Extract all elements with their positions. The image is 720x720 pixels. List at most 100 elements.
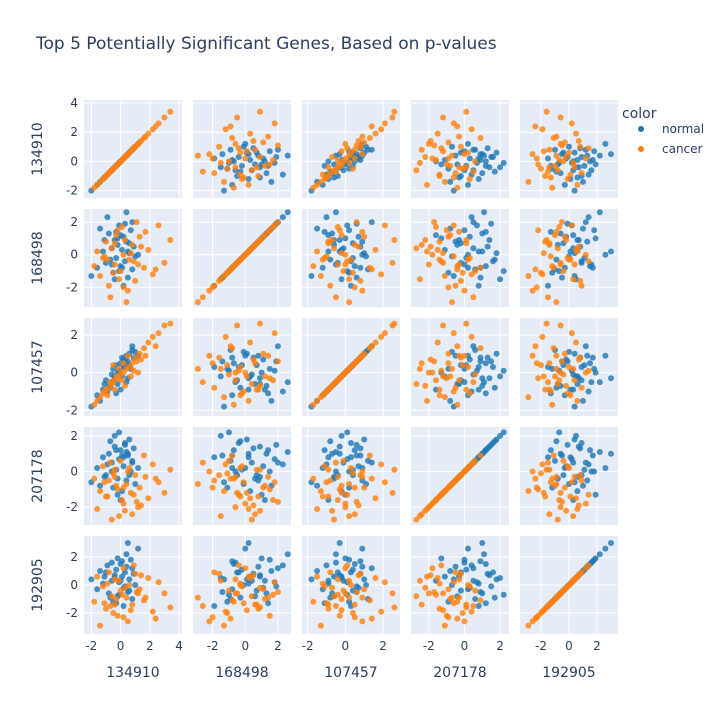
point-normal xyxy=(470,219,477,226)
point-normal xyxy=(129,219,136,226)
point-cancer xyxy=(381,120,388,127)
point-normal xyxy=(127,227,134,234)
point-normal xyxy=(479,151,486,158)
point-normal xyxy=(482,600,489,607)
point-normal xyxy=(221,479,228,486)
point-cancer xyxy=(270,377,277,384)
point-cancer xyxy=(124,287,131,294)
y-tick-label: 0 xyxy=(70,154,78,168)
y-axis-label: 192905 xyxy=(30,558,46,611)
point-normal xyxy=(588,167,595,174)
point-cancer xyxy=(434,246,441,253)
y-axis-label: 107457 xyxy=(30,340,46,393)
point-normal xyxy=(94,586,101,593)
point-cancer xyxy=(260,139,267,146)
point-cancer xyxy=(127,373,134,380)
point-cancer xyxy=(227,343,234,350)
point-cancer xyxy=(577,143,584,150)
point-cancer xyxy=(425,369,432,376)
point-cancer xyxy=(372,130,379,137)
point-cancer xyxy=(538,269,544,276)
point-cancer xyxy=(477,264,484,271)
point-cancer xyxy=(445,284,452,291)
point-cancer xyxy=(436,238,443,245)
point-cancer xyxy=(100,463,107,470)
point-normal xyxy=(571,187,578,194)
point-normal xyxy=(566,143,572,150)
point-cancer xyxy=(274,142,281,149)
point-cancer xyxy=(546,601,553,608)
point-cancer xyxy=(334,261,341,268)
point-cancer xyxy=(578,282,585,289)
point-cancer xyxy=(391,237,398,244)
point-cancer xyxy=(359,151,366,158)
point-cancer xyxy=(454,401,461,408)
chart-title: Top 5 Potentially Significant Genes, Bas… xyxy=(36,34,497,54)
point-cancer xyxy=(149,271,156,278)
point-normal xyxy=(596,551,603,558)
point-normal xyxy=(279,388,286,395)
point-cancer xyxy=(145,339,152,346)
point-cancer xyxy=(323,479,330,486)
point-cancer xyxy=(94,248,101,255)
point-cancer xyxy=(549,263,556,270)
point-normal xyxy=(119,452,126,459)
point-cancer xyxy=(463,386,470,393)
point-normal xyxy=(123,551,130,558)
point-cancer xyxy=(100,583,107,590)
point-normal xyxy=(489,569,496,576)
y-tick-label: -2 xyxy=(66,280,78,294)
point-cancer xyxy=(445,350,452,357)
point-cancer xyxy=(525,622,532,629)
point-cancer xyxy=(167,604,174,611)
point-cancer xyxy=(108,593,115,600)
point-cancer xyxy=(545,294,551,301)
point-normal xyxy=(107,438,114,445)
point-cancer xyxy=(477,452,484,459)
point-cancer xyxy=(107,294,114,301)
point-normal xyxy=(602,251,609,258)
point-normal xyxy=(574,488,581,495)
point-normal xyxy=(463,566,470,573)
point-cancer xyxy=(391,604,398,611)
point-normal xyxy=(104,562,111,569)
point-cancer xyxy=(557,504,564,511)
point-cancer xyxy=(378,461,385,468)
point-cancer xyxy=(133,219,140,226)
point-cancer xyxy=(239,463,245,470)
point-cancer xyxy=(543,108,550,115)
point-normal xyxy=(461,227,468,234)
point-normal xyxy=(484,145,491,152)
point-cancer xyxy=(104,392,111,399)
point-cancer xyxy=(577,472,584,479)
point-cancer xyxy=(429,565,436,572)
point-normal xyxy=(308,576,315,583)
point-cancer xyxy=(129,601,136,608)
point-normal xyxy=(135,251,142,258)
point-cancer xyxy=(114,227,121,234)
point-cancer xyxy=(321,463,328,470)
x-tick-label: -2 xyxy=(85,639,97,653)
point-cancer xyxy=(135,261,142,268)
point-normal xyxy=(336,237,343,244)
point-normal xyxy=(239,162,245,169)
point-cancer xyxy=(256,507,263,514)
point-cancer xyxy=(441,394,448,401)
point-normal xyxy=(475,364,482,370)
point-normal xyxy=(582,219,589,226)
point-cancer xyxy=(310,401,317,408)
point-normal xyxy=(596,209,603,216)
point-cancer xyxy=(353,219,360,226)
point-normal xyxy=(465,545,472,552)
point-cancer xyxy=(237,493,244,500)
point-cancer xyxy=(232,140,239,147)
point-normal xyxy=(325,248,332,255)
point-cancer xyxy=(167,320,174,327)
point-cancer xyxy=(342,140,349,147)
point-cancer xyxy=(332,168,339,175)
point-cancer xyxy=(199,459,206,466)
point-cancer xyxy=(234,322,241,329)
point-cancer xyxy=(161,114,168,121)
point-normal xyxy=(255,563,262,570)
point-normal xyxy=(470,245,477,252)
